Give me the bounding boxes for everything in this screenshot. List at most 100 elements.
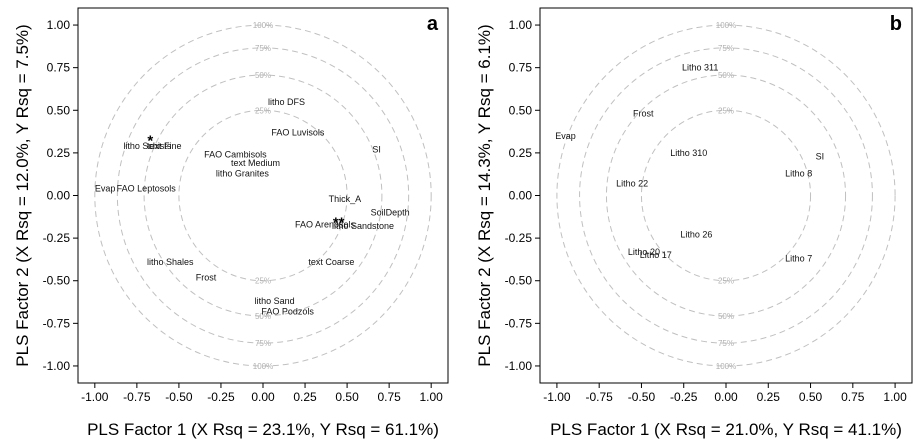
reference-circle-label-bottom: 50%	[718, 312, 734, 321]
x-tick-label: -0.75	[123, 390, 151, 404]
x-tick-label: 0.50	[335, 390, 359, 404]
x-tick-label: -0.25	[670, 390, 698, 404]
x-tick-label: -1.00	[81, 390, 109, 404]
x-tick-label: 0.75	[841, 390, 865, 404]
y-axis-title: PLS Factor 2 (X Rsq = 14.3%, Y Rsq = 6.1…	[475, 24, 494, 366]
reference-circle-label-top: 75%	[718, 44, 734, 53]
point-label: Litho 8	[785, 168, 812, 178]
reference-circle	[94, 24, 432, 367]
y-axis-title: PLS Factor 2 (X Rsq = 12.0%, Y Rsq = 7.5…	[13, 24, 32, 366]
y-tick-label: -0.50	[505, 274, 533, 288]
y-tick-label: -0.75	[505, 316, 533, 330]
x-tick-label: 0.25	[757, 390, 781, 404]
point-label: Litho 20	[628, 247, 660, 257]
point-label: FAO Arenosols	[295, 219, 356, 229]
reference-circle	[116, 47, 410, 344]
y-tick-label: -1.00	[43, 359, 71, 373]
x-tick-label: 1.00	[420, 390, 444, 404]
y-tick-label: 0.25	[47, 146, 71, 160]
reference-circle	[579, 47, 873, 344]
point-label: text Fine	[147, 141, 182, 151]
panel-letter: a	[427, 13, 439, 35]
y-tick-label: 0.00	[509, 189, 533, 203]
plot-frame	[77, 7, 449, 384]
point-label: Frost	[633, 109, 654, 119]
x-tick-label: -1.00	[543, 390, 571, 404]
reference-circle-label-bottom: 75%	[255, 339, 271, 348]
point-label: Litho 26	[680, 230, 712, 240]
y-tick-label: 0.75	[509, 61, 533, 75]
reference-circle-label-top: 25%	[255, 106, 271, 115]
point-label: FAO Luvisols	[271, 127, 325, 137]
point-label: litho Shales	[147, 257, 194, 267]
reference-circle-label-bottom: 100%	[716, 362, 736, 371]
reference-circle-label-top: 50%	[255, 71, 271, 80]
point-label: Litho 7	[785, 254, 812, 264]
x-tick-label: 0.25	[293, 390, 317, 404]
x-tick-label: -0.50	[628, 390, 656, 404]
point-label: Litho 22	[616, 179, 648, 189]
reference-circle-label-bottom: 25%	[718, 277, 734, 286]
x-tick-label: 1.00	[883, 390, 907, 404]
reference-circle	[605, 74, 847, 317]
point-label: Litho 311	[682, 63, 718, 73]
point-label: SI	[372, 144, 381, 154]
point-label: text Coarse	[308, 257, 354, 267]
point-label: Litho 310	[670, 148, 707, 158]
panel-letter: b	[890, 13, 902, 35]
reference-circle	[178, 109, 348, 282]
y-tick-label: -0.75	[43, 316, 71, 330]
x-tick-label: -0.25	[207, 390, 235, 404]
reference-circle-label-top: 100%	[253, 21, 273, 30]
panel-b: 25% 25% 50% 50% 75% 75% 100% 100% -1.00 -0.75 -0.5…	[475, 7, 913, 439]
point-label: Thick_A	[329, 194, 362, 204]
x-tick-label: 0.75	[377, 390, 401, 404]
reference-circle-label-bottom: 25%	[255, 277, 271, 286]
y-tick-label: -0.25	[43, 231, 71, 245]
y-tick-label: 0.50	[509, 103, 533, 117]
point-label: litho Granites	[216, 168, 270, 178]
y-tick-label: -0.50	[43, 274, 71, 288]
point-label: litho Sandstone	[332, 221, 394, 231]
point-label: text Medium	[231, 158, 280, 168]
y-tick-label: 0.50	[47, 103, 71, 117]
significance-marker: **	[333, 214, 345, 231]
point-label: Evap	[95, 184, 116, 194]
y-tick-label: 0.00	[47, 189, 71, 203]
x-tick-label: -0.75	[586, 390, 614, 404]
reference-circle-label-top: 100%	[716, 21, 736, 30]
reference-circle-label-top: 25%	[718, 106, 734, 115]
point-label: litho Sand	[255, 296, 295, 306]
x-axis-title: PLS Factor 1 (X Rsq = 21.0%, Y Rsq = 41.…	[550, 420, 902, 439]
reference-circle-label-top: 50%	[718, 71, 734, 80]
significance-marker: *	[147, 133, 153, 150]
point-label: FAO Podzols	[261, 306, 314, 316]
x-tick-label: 0.50	[799, 390, 823, 404]
y-tick-label: 0.75	[47, 61, 71, 75]
reference-circle-label-bottom: 50%	[255, 312, 271, 321]
point-label: FAO Leptosols	[117, 184, 177, 194]
point-label: litho Schists	[123, 141, 172, 151]
x-tick-label: 0.00	[251, 390, 275, 404]
panel-a: 25% 25% 50% 50% 75% 75% 100% 100% -1.00 -0.75 -0.5…	[13, 7, 449, 439]
reference-circle-label-bottom: 100%	[253, 362, 273, 371]
reference-circle-label-top: 75%	[255, 44, 271, 53]
point-label: Litho 17	[640, 250, 672, 260]
y-tick-label: 1.00	[47, 18, 71, 32]
y-tick-label: 0.25	[509, 146, 533, 160]
point-label: Frost	[196, 272, 217, 282]
reference-circle	[143, 74, 383, 317]
reference-circle-label-bottom: 75%	[718, 339, 734, 348]
x-tick-label: -0.50	[165, 390, 193, 404]
y-tick-label: -1.00	[505, 359, 533, 373]
y-tick-label: 1.00	[509, 18, 533, 32]
point-label: FAO Cambisols	[204, 150, 267, 160]
x-axis-title: PLS Factor 1 (X Rsq = 23.1%, Y Rsq = 61.…	[87, 420, 439, 439]
point-label: SoilDepth	[371, 208, 410, 218]
reference-circle	[640, 109, 812, 282]
x-tick-label: 0.00	[714, 390, 738, 404]
reference-circle	[556, 24, 896, 367]
point-label: litho DFS	[268, 97, 305, 107]
point-label: Evap	[555, 131, 576, 141]
